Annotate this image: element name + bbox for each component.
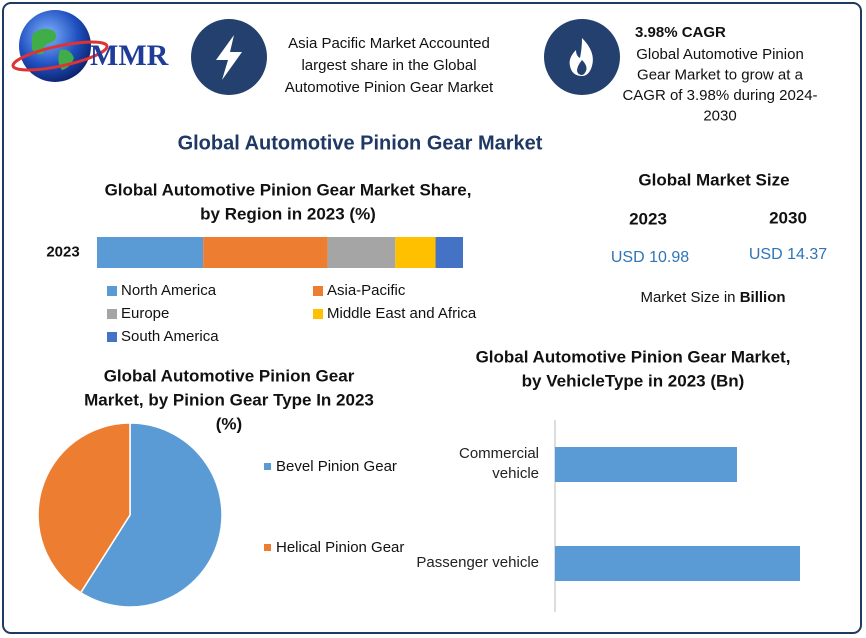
fact-line: Asia Pacific Market Accounted [288,35,490,52]
chart-title: by Region in 2023 (%) [200,204,376,223]
bar [555,447,737,482]
flame-inner [577,60,587,75]
logo-ring [11,40,109,72]
legend-label: Bevel Pinion Gear [276,458,397,475]
cagr-title: 3.98% CAGR [635,24,726,41]
cagr-line: 2030 [703,107,736,124]
cagr-line: Gear Market to grow at a [637,66,804,83]
legend-label: Middle East and Africa [327,305,477,322]
chart-title: Market, by Pinion Gear Type In 2023 [84,390,374,409]
legend-swatch [107,332,117,342]
fact-line: largest share in the Global [301,57,476,74]
chart-title: by VehicleType in 2023 (Bn) [522,371,745,390]
legend-swatch [107,286,117,296]
chart-title: Global Automotive Pinion Gear Market Sha… [105,180,472,199]
chart-title: (%) [216,414,242,433]
fact-line: Automotive Pinion Gear Market [285,79,494,96]
market-value: USD 14.37 [749,246,827,263]
legend-swatch [313,309,323,319]
market-size-title: Global Market Size [638,170,789,189]
legend-label: Asia-Pacific [327,282,406,299]
year: 2030 [769,208,807,227]
legend-swatch [107,309,117,319]
legend-swatch [313,286,323,296]
chart-title: Global Automotive Pinion Gear Market, [476,347,791,366]
year: 2023 [629,209,667,228]
y-tick-label: 2023 [46,243,79,260]
legend-swatch [264,544,271,551]
market-note: Market Size in Billion [640,289,785,306]
cagr-line: Global Automotive Pinion [636,46,804,63]
bar-segment [395,237,436,268]
legend-label: South America [121,328,219,345]
flame-icon [569,38,593,76]
market-value: USD 10.98 [611,249,689,266]
legend-swatch [264,463,271,470]
unit: Billion [740,289,786,306]
bar-segment [203,237,328,268]
bar-segment [327,237,396,268]
category-label: Commercial vehicle [458,445,539,482]
bar-segment [97,237,204,268]
legend-label: Helical Pinion Gear [276,539,404,556]
main-title: Global Automotive Pinion Gear Market [178,132,543,154]
bar-segment [435,237,463,268]
cagr-line: CAGR of 3.98% during 2024- [622,87,817,104]
pie-slice [79,422,223,608]
lightning-icon [216,35,242,80]
legend-label: North America [121,282,217,299]
pie-slice [37,422,131,594]
logo-land [32,28,74,70]
logo-text: MMR [90,39,169,72]
category-label: Passenger vehicle [416,554,539,571]
chart-title: Global Automotive Pinion Gear [104,366,355,385]
note: Market Size in [640,289,735,306]
bar [555,546,800,581]
legend-label: Europe [121,305,169,322]
